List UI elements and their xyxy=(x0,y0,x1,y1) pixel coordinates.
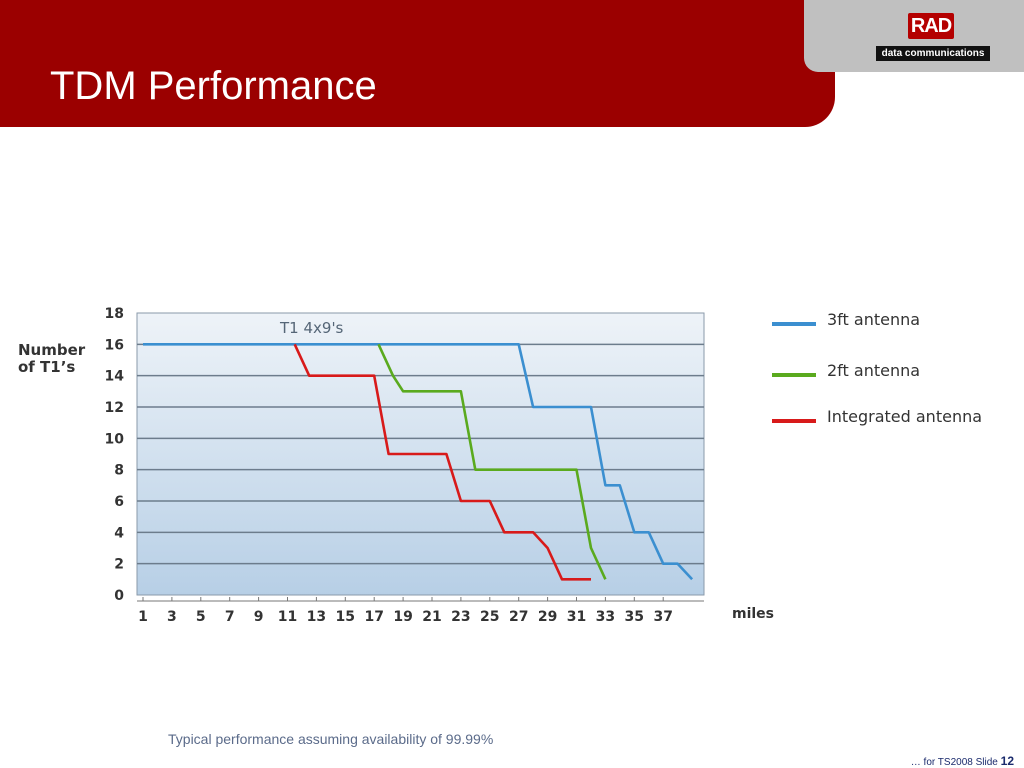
logo-subtitle: data communications xyxy=(876,46,990,61)
y-tick-label: 0 xyxy=(114,588,124,604)
legend-item-3ft: 3ft antenna xyxy=(770,310,1010,334)
x-tick-label: 31 xyxy=(567,609,586,625)
legend-label-3ft: 3ft antenna xyxy=(827,310,921,329)
legend-label-2ft: 2ft antenna xyxy=(827,361,921,380)
x-tick-label: 17 xyxy=(364,609,383,625)
legend-item-2ft: 2ft antenna xyxy=(770,361,1010,385)
x-tick-label: 13 xyxy=(307,609,326,625)
title-bar xyxy=(0,0,835,127)
y-tick-label: 6 xyxy=(114,494,124,510)
x-tick-label: 25 xyxy=(480,609,499,625)
x-axis-label: miles xyxy=(732,606,775,622)
slide-title: TDM Performance xyxy=(50,64,377,108)
x-tick-label: 23 xyxy=(451,609,470,625)
y-tick-label: 8 xyxy=(114,463,124,479)
y-tick-label: 14 xyxy=(105,369,125,385)
y-axis-label: Number of T1’s xyxy=(18,341,86,376)
x-tick-label: 9 xyxy=(254,609,264,625)
x-tick-label: 5 xyxy=(196,609,206,625)
x-tick-label: 1 xyxy=(138,609,148,625)
legend-swatch-2ft xyxy=(772,373,816,377)
x-tick-label: 35 xyxy=(625,609,644,625)
slide-caption: Typical performance assuming availabilit… xyxy=(168,731,494,747)
legend-item-integrated: Integrated antenna xyxy=(770,407,1010,431)
x-tick-label: 15 xyxy=(336,609,355,625)
x-tick-label: 33 xyxy=(596,609,615,625)
series-integrated-antenna xyxy=(293,343,591,581)
legend-swatch-integrated xyxy=(772,419,816,423)
x-tick-label: 21 xyxy=(422,609,441,625)
x-tick-label: 3 xyxy=(167,609,177,625)
y-tick-label: 18 xyxy=(105,306,124,322)
slide-footer: … for TS2008 Slide 12 xyxy=(911,754,1014,768)
series-3ft-antenna xyxy=(143,342,694,581)
x-tick-label: 7 xyxy=(225,609,235,625)
x-tick-label: 37 xyxy=(653,609,672,625)
x-tick-label: 11 xyxy=(278,609,297,625)
footer-text: … for TS2008 Slide xyxy=(910,757,1001,768)
x-tick-label: 19 xyxy=(393,609,412,625)
y-tick-label: 2 xyxy=(114,557,124,573)
y-tick-label: 12 xyxy=(105,400,124,416)
legend-label-integrated: Integrated antenna xyxy=(827,407,983,426)
y-tick-label: 4 xyxy=(114,525,124,541)
slide-number: 12 xyxy=(1000,754,1014,768)
rad-logo: RAD xyxy=(908,13,954,39)
y-tick-label: 16 xyxy=(105,337,124,353)
legend-swatch-3ft xyxy=(772,322,816,326)
x-tick-label: 29 xyxy=(538,609,557,625)
x-tick-label: 27 xyxy=(509,609,528,625)
series-2ft-antenna xyxy=(377,343,607,580)
y-tick-label: 10 xyxy=(105,431,125,447)
chart-title: T1 4x9's xyxy=(279,319,344,337)
